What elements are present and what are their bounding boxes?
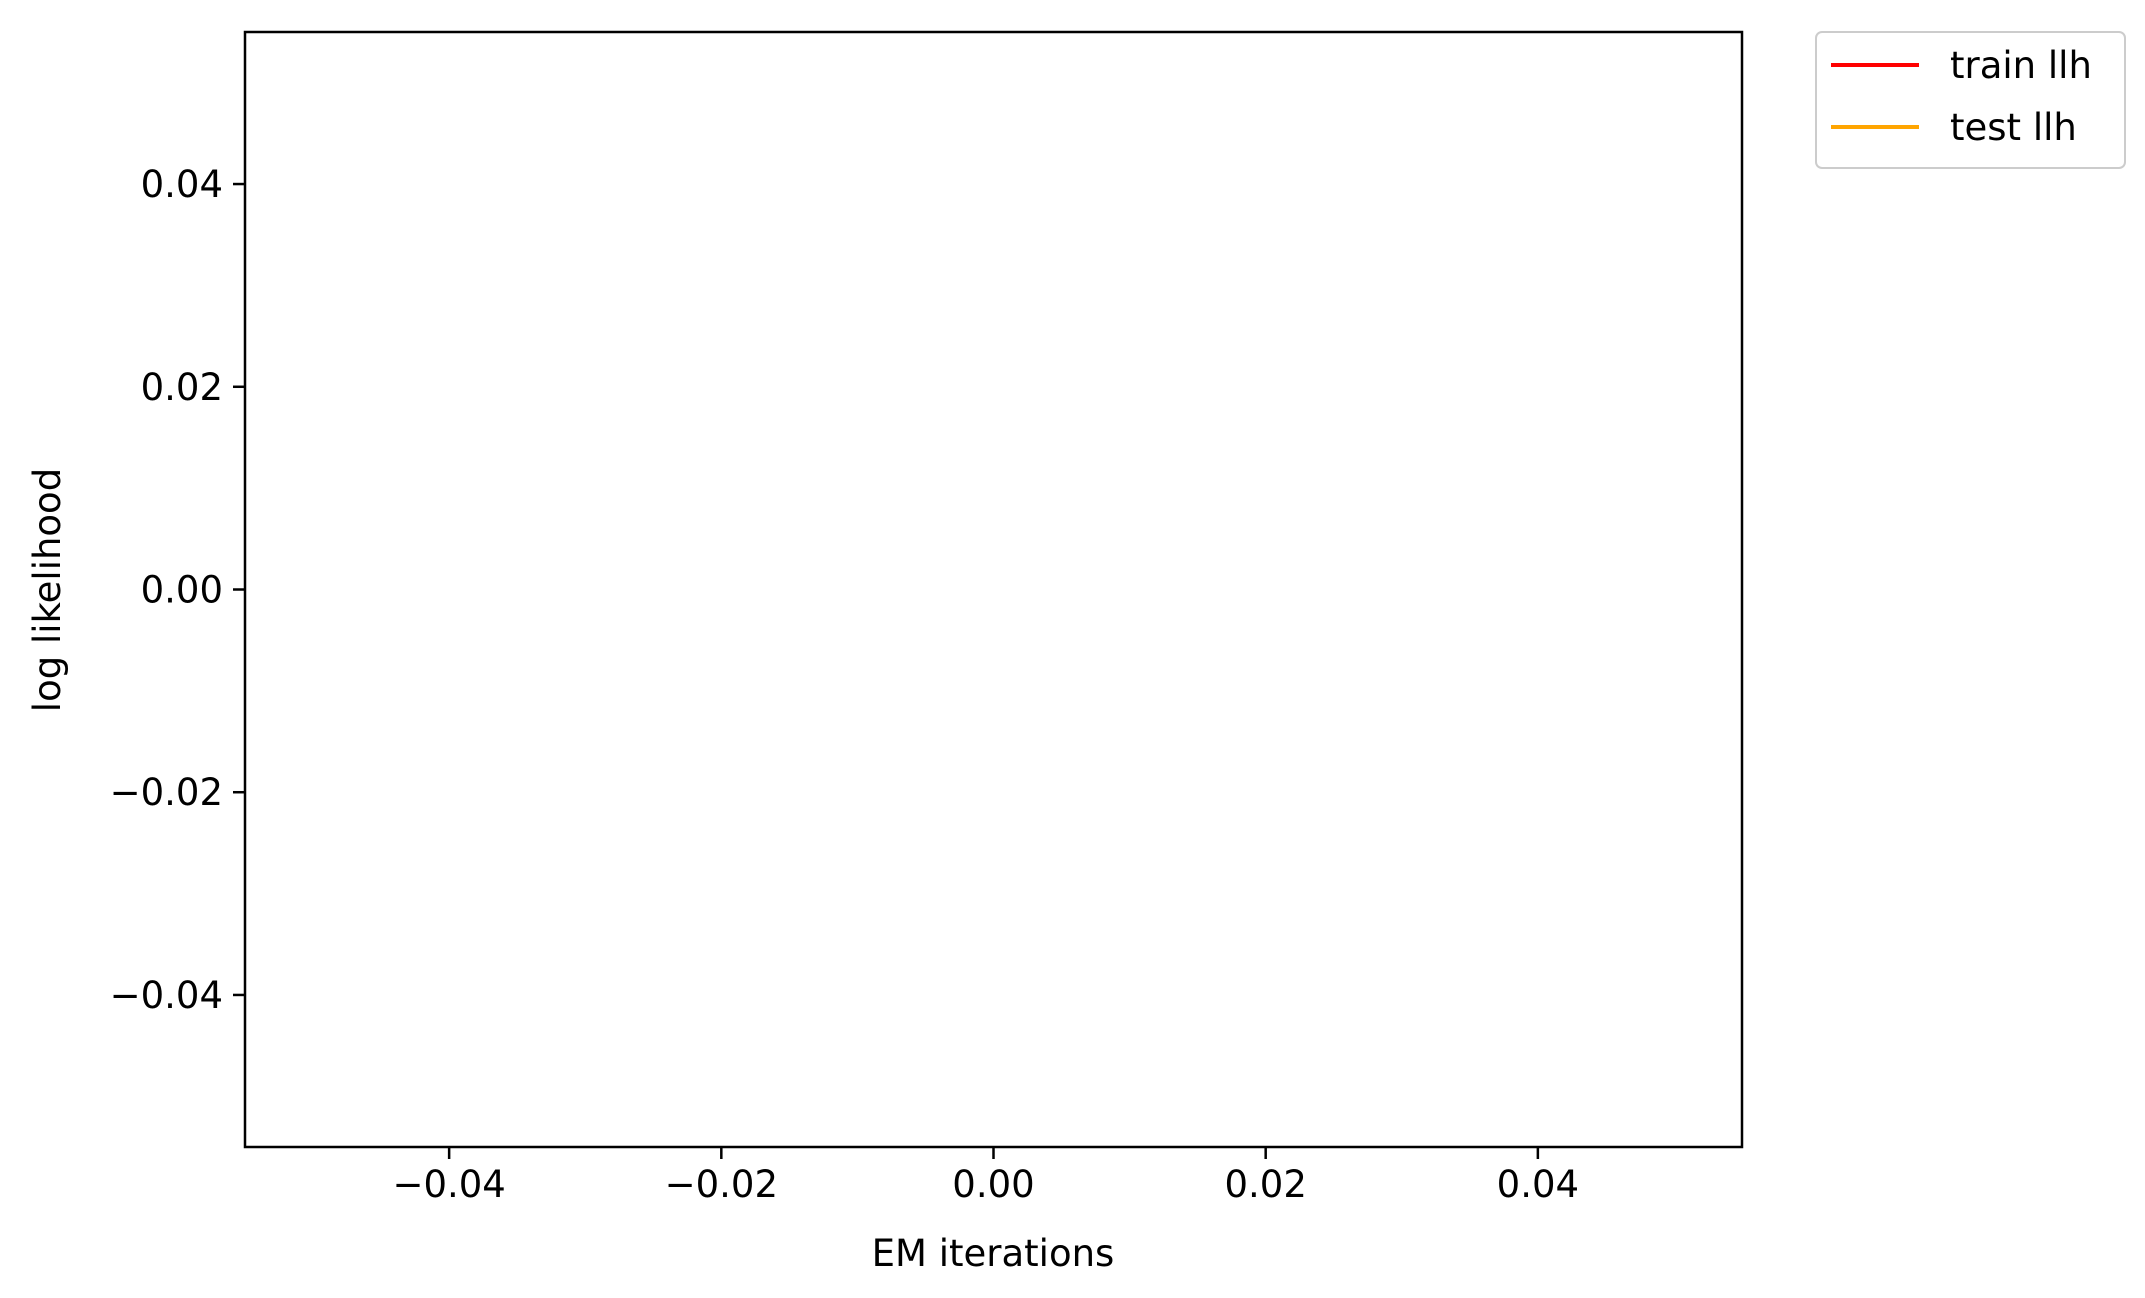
x-tick-label: −0.04 (392, 1163, 505, 1206)
y-tick-label: 0.02 (141, 366, 223, 409)
x-tick-label: −0.02 (665, 1163, 778, 1206)
y-axis: −0.04 −0.02 0.00 0.02 0.04 (110, 163, 245, 1017)
plot-area (243, 30, 1744, 1149)
y-tick-label: 0.04 (141, 163, 223, 206)
legend-label-train: train llh (1950, 44, 2092, 87)
x-tick-label: 0.02 (1224, 1163, 1306, 1206)
x-axis: −0.04 −0.02 0.00 0.02 0.04 (392, 1147, 1579, 1206)
y-axis-label: log likelihood (26, 468, 69, 712)
legend-label-test: test llh (1950, 106, 2077, 149)
y-tick-label: 0.00 (141, 569, 223, 612)
y-tick-label: −0.04 (110, 974, 223, 1017)
x-tick-label: 0.00 (952, 1163, 1034, 1206)
x-axis-label: EM iterations (872, 1232, 1115, 1275)
y-tick-label: −0.02 (110, 771, 223, 814)
x-tick-label: 0.04 (1497, 1163, 1579, 1206)
legend: train llh test llh (1815, 31, 2126, 169)
